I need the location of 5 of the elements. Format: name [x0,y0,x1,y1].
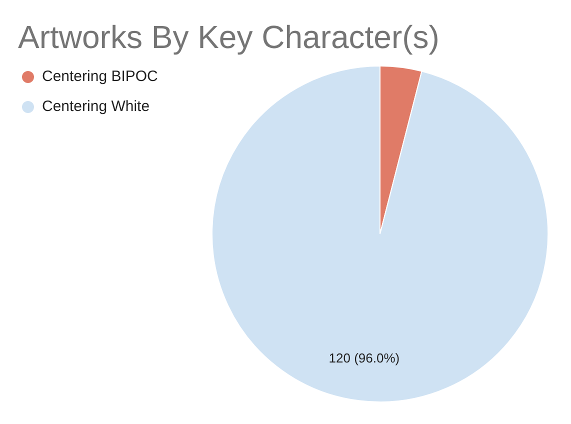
pie-slice [212,66,548,402]
data-label: 120 (96.0%) [328,350,400,366]
legend-label: Centering BIPOC [42,68,158,85]
chart-title: Artworks By Key Character(s) [18,19,440,55]
legend-label: Centering White [42,98,150,115]
